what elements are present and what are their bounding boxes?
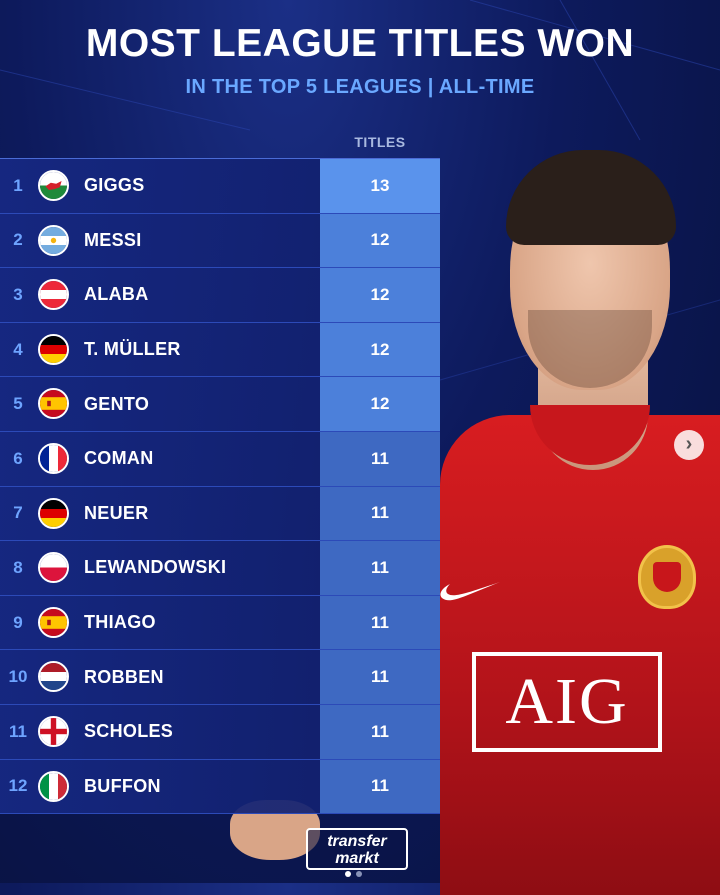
- table-row: 10 ROBBEN 11: [0, 650, 440, 705]
- titles-value: 12: [320, 322, 440, 377]
- page-title: MOST LEAGUE TITLES WON: [85, 22, 635, 65]
- table-row: 12 BUFFON 11: [0, 759, 440, 815]
- wales-flag-icon: [38, 170, 69, 201]
- carousel-dots: [345, 871, 362, 877]
- carousel-dot[interactable]: [345, 871, 351, 877]
- page-subtitle: IN THE TOP 5 LEAGUES | ALL-TIME: [185, 76, 535, 98]
- rank-label: 12: [8, 776, 28, 796]
- swoosh-icon: [440, 582, 500, 601]
- titles-column-header: TITLES: [354, 134, 406, 150]
- carousel-next-button[interactable]: ›: [674, 430, 704, 460]
- titles-value: 11: [320, 486, 440, 541]
- titles-value: 12: [320, 268, 440, 322]
- rank-label: 3: [13, 284, 23, 304]
- rank-label: 1: [13, 175, 23, 195]
- player-name: LEWANDOWSKI: [84, 557, 227, 578]
- player-name: GENTO: [84, 393, 150, 414]
- austria-flag-icon: [38, 279, 69, 311]
- player-name: BUFFON: [84, 775, 161, 796]
- logo-line1: transfer: [327, 833, 387, 850]
- titles-value: 11: [320, 704, 440, 759]
- player-name: NEUER: [84, 502, 149, 523]
- table-row: 7 NEUER 11: [0, 486, 440, 542]
- titles-value: 11: [320, 650, 440, 704]
- netherlands-flag-icon: [38, 661, 69, 693]
- spain-flag-icon: [38, 606, 69, 638]
- table-row: 3 ALABA 12: [0, 268, 440, 323]
- titles-value: 11: [320, 541, 440, 595]
- table-row: 9 THIAGO 11: [0, 595, 440, 651]
- spain-flag-icon: [38, 388, 69, 420]
- player-photo: AIG: [420, 150, 720, 895]
- carousel-dot[interactable]: [356, 871, 362, 877]
- italy-flag-icon: [38, 770, 69, 802]
- titles-value: 11: [320, 431, 440, 486]
- rank-label: 10: [8, 667, 28, 687]
- table-row: 5 GENTO 12: [0, 377, 440, 432]
- chevron-right-icon: ›: [685, 433, 693, 455]
- table-row: 6 COMAN 11: [0, 431, 440, 487]
- germany-flag-icon: [38, 333, 69, 365]
- player-name: T. MÜLLER: [84, 339, 181, 360]
- rank-label: 9: [13, 612, 23, 632]
- france-flag-icon: [38, 442, 69, 474]
- titles-value: 11: [320, 759, 440, 814]
- titles-value: 12: [320, 377, 440, 431]
- club-crest-icon: [638, 545, 696, 609]
- england-flag-icon: [38, 715, 69, 747]
- logo-line2: markt: [335, 850, 379, 867]
- player-name: GIGGS: [84, 175, 145, 196]
- titles-value: 11: [320, 595, 440, 650]
- table-row: 8 LEWANDOWSKI 11: [0, 541, 440, 596]
- rank-label: 6: [13, 448, 23, 468]
- rank-label: 11: [9, 721, 27, 741]
- transfermarkt-logo: transfer markt: [306, 828, 408, 870]
- table-row: 1 GIGGS 13: [0, 159, 440, 214]
- player-name: ALABA: [84, 284, 149, 305]
- player-name: MESSI: [84, 229, 142, 250]
- poland-flag-icon: [38, 552, 69, 584]
- player-name: THIAGO: [84, 612, 156, 633]
- player-hair: [506, 150, 676, 245]
- titles-table: 1 GIGGS 13 2 MESSI 12 3 ALABA 12 4 T. MÜLLER 12 5 GEN…: [0, 158, 440, 815]
- player-name: COMAN: [84, 448, 154, 469]
- rank-label: 8: [13, 557, 23, 577]
- player-name: ROBBEN: [84, 666, 164, 687]
- argentina-flag-icon: [38, 224, 69, 256]
- rank-label: 4: [13, 339, 23, 359]
- player-name: SCHOLES: [84, 721, 174, 742]
- table-row: 11 SCHOLES 11: [0, 704, 440, 760]
- table-row: 4 T. MÜLLER 12: [0, 322, 440, 378]
- titles-value: 12: [320, 213, 440, 268]
- titles-value: 13: [320, 159, 440, 213]
- sponsor-logo: AIG: [472, 652, 662, 752]
- germany-flag-icon: [38, 497, 69, 529]
- rank-label: 2: [13, 230, 23, 250]
- rank-label: 5: [13, 394, 23, 414]
- table-row: 2 MESSI 12: [0, 213, 440, 269]
- rank-label: 7: [13, 503, 23, 523]
